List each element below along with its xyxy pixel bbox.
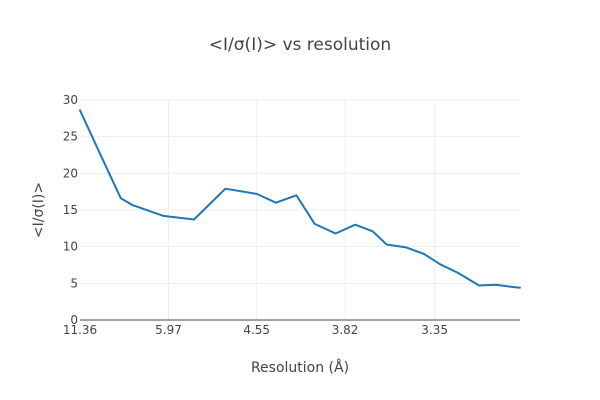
x-tick-label: 11.36 [63,323,97,337]
x-axis-title: Resolution (Å) [251,359,349,376]
y-tick-label: 25 [63,130,78,144]
y-tick-label: 30 [63,93,78,107]
x-tick-label: 4.55 [243,323,270,337]
plot-area [79,109,521,289]
axes: 0 5 10 15 20 25 30 11.36 5.97 4.55 3.82 3.35 [63,93,520,337]
series-line [79,109,521,289]
y-tick-label: 20 [63,166,78,180]
x-tick-label: 3.35 [421,323,448,337]
x-tick-label: 5.97 [155,323,182,337]
chart-title: <I/σ(I)> vs resolution [209,35,391,55]
grid [80,99,520,320]
x-tick-label: 3.82 [332,323,359,337]
y-tick-label: 5 [70,276,78,290]
y-tick-label: 10 [63,240,78,254]
y-axis-title: <I/σ(I)> [31,182,47,238]
y-tick-label: 15 [63,203,78,217]
y-tick-label: 0 [70,313,78,327]
